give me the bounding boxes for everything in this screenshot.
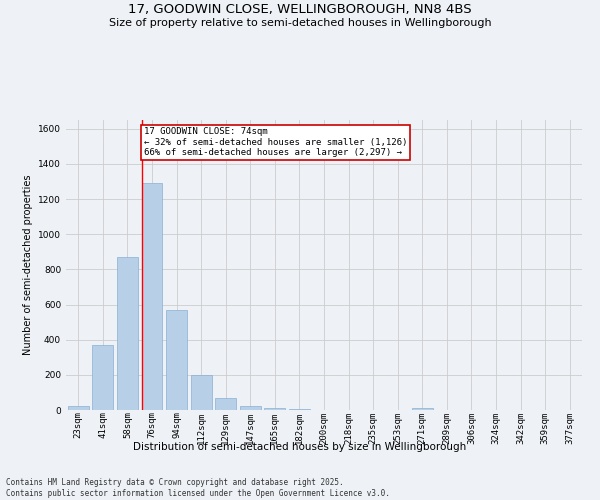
- Bar: [92, 345, 113, 410]
- Bar: [215, 398, 236, 410]
- Text: Distribution of semi-detached houses by size in Wellingborough: Distribution of semi-detached houses by …: [133, 442, 467, 452]
- Text: Size of property relative to semi-detached houses in Wellingborough: Size of property relative to semi-detach…: [109, 18, 491, 28]
- Bar: [240, 406, 261, 410]
- Bar: [412, 408, 433, 410]
- Bar: [142, 184, 163, 410]
- Text: 17, GOODWIN CLOSE, WELLINGBOROUGH, NN8 4BS: 17, GOODWIN CLOSE, WELLINGBOROUGH, NN8 4…: [128, 2, 472, 16]
- Bar: [68, 406, 89, 410]
- Bar: [289, 409, 310, 410]
- Bar: [265, 408, 286, 410]
- Text: 17 GOODWIN CLOSE: 74sqm
← 32% of semi-detached houses are smaller (1,126)
66% of: 17 GOODWIN CLOSE: 74sqm ← 32% of semi-de…: [143, 127, 407, 157]
- Bar: [191, 375, 212, 410]
- Bar: [166, 310, 187, 410]
- Text: Contains HM Land Registry data © Crown copyright and database right 2025.
Contai: Contains HM Land Registry data © Crown c…: [6, 478, 390, 498]
- Y-axis label: Number of semi-detached properties: Number of semi-detached properties: [23, 175, 32, 355]
- Bar: [117, 257, 138, 410]
